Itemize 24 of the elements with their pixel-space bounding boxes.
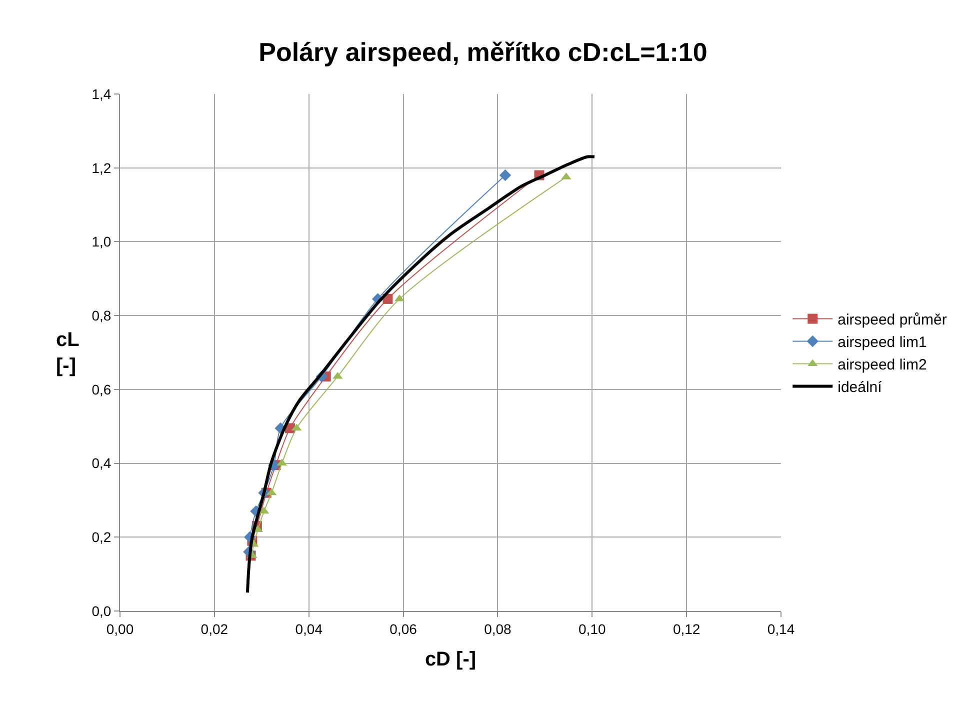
y-tick-label: 0,6 [92, 381, 112, 398]
x-tick-label: 0,00 [106, 620, 134, 637]
x-tick-label: 0,02 [200, 620, 228, 637]
x-tick-label: 0,06 [390, 620, 418, 637]
x-tick-label: 0,04 [295, 620, 323, 637]
y-tick-label: 0,4 [92, 455, 112, 472]
y-tick-label: 1,0 [92, 234, 112, 250]
legend-label: airspeed lim2 [838, 356, 927, 374]
y-tick-label: 0,0 [92, 602, 112, 619]
y-tick-label: 0,8 [92, 307, 112, 324]
y-tick-label: 0,2 [92, 529, 112, 546]
y-axis-title: cL [-] [56, 329, 80, 377]
y-tick-label: 1,4 [92, 86, 112, 102]
point [499, 169, 512, 182]
x-tick-label: 0,08 [484, 620, 512, 637]
x-tick-label: 0,10 [578, 620, 606, 637]
legend-label: ideální [838, 379, 883, 396]
legend-label: airspeed průměr [838, 312, 947, 329]
x-tick-label: 0,12 [672, 620, 700, 637]
x-tick-label: 0,14 [767, 620, 795, 637]
legend-label: airspeed lim1 [838, 334, 927, 352]
x-axis-title: cD [-] [424, 648, 476, 670]
chart-title: Poláry airspeed, měřítko cD:cL=1:10 [258, 37, 708, 68]
y-tick-label: 1,2 [92, 160, 112, 176]
